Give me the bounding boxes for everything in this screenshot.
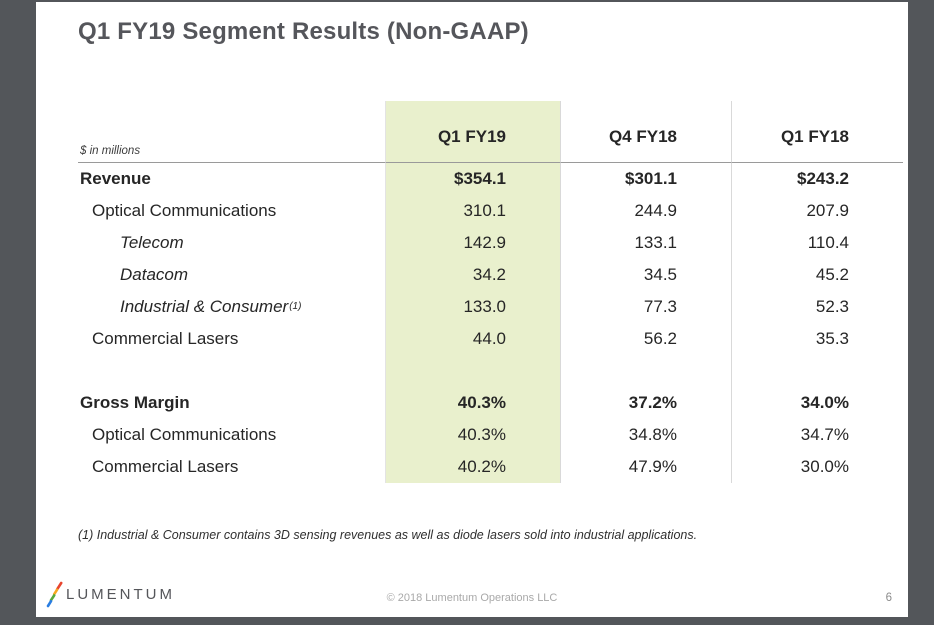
cell-value bbox=[385, 355, 560, 387]
row-label: Telecom bbox=[120, 233, 184, 252]
cell-value: 35.3 bbox=[731, 323, 903, 355]
row-label: Datacom bbox=[120, 265, 189, 284]
lumentum-logo: LUMENTUM bbox=[46, 581, 175, 608]
row-label: Industrial & Consumer (1) bbox=[120, 297, 302, 316]
cell-value: 40.2% bbox=[385, 451, 560, 483]
cell-value: 30.0% bbox=[731, 451, 903, 483]
cell-value: 142.9 bbox=[385, 227, 560, 259]
cell-value: 34.7% bbox=[731, 419, 903, 451]
slide: Q1 FY19 Segment Results (Non-GAAP) $ in … bbox=[36, 2, 908, 617]
column-header-q1fy19: Q1 FY19 bbox=[385, 101, 560, 163]
cell-value: 34.0% bbox=[731, 387, 903, 419]
lumentum-slash-icon bbox=[46, 581, 63, 608]
cell-value: 52.3 bbox=[731, 291, 903, 323]
row-label: Commercial Lasers bbox=[92, 457, 239, 476]
cell-value: 34.5 bbox=[560, 259, 731, 291]
cell-value: 77.3 bbox=[560, 291, 731, 323]
cell-value: 207.9 bbox=[731, 195, 903, 227]
cell-value: $301.1 bbox=[560, 163, 731, 195]
row-label: Optical Communications bbox=[92, 201, 277, 220]
cell-value: 40.3% bbox=[385, 387, 560, 419]
cell-value: 44.0 bbox=[385, 323, 560, 355]
column-header-q4fy18: Q4 FY18 bbox=[560, 101, 731, 163]
column-header-q1fy18: Q1 FY18 bbox=[731, 101, 903, 163]
row-label: Gross Margin bbox=[80, 393, 190, 412]
cell-value: 45.2 bbox=[731, 259, 903, 291]
cell-value bbox=[560, 355, 731, 387]
row-label: Revenue bbox=[80, 169, 151, 188]
cell-value: 40.3% bbox=[385, 419, 560, 451]
cell-value: $354.1 bbox=[385, 163, 560, 195]
cell-value: 110.4 bbox=[731, 227, 903, 259]
cell-value: 37.2% bbox=[560, 387, 731, 419]
copyright-text: © 2018 Lumentum Operations LLC bbox=[386, 592, 558, 604]
cell-value: 47.9% bbox=[560, 451, 731, 483]
page-number: 6 bbox=[885, 592, 892, 604]
units-label: $ in millions bbox=[80, 145, 141, 157]
cell-value: $243.2 bbox=[731, 163, 903, 195]
cell-value: 133.0 bbox=[385, 291, 560, 323]
cell-value: 34.2 bbox=[385, 259, 560, 291]
cell-value bbox=[731, 355, 903, 387]
cell-value: 133.1 bbox=[560, 227, 731, 259]
units-label-cell: $ in millions bbox=[78, 101, 385, 163]
logo-wordmark: LUMENTUM bbox=[66, 586, 175, 603]
results-table: $ in millions Q1 FY19 Q4 FY18 Q1 FY18 Re… bbox=[78, 101, 903, 483]
row-label: Commercial Lasers bbox=[92, 329, 239, 348]
footnote: (1) Industrial & Consumer contains 3D se… bbox=[78, 528, 698, 542]
cell-value: 310.1 bbox=[385, 195, 560, 227]
row-label bbox=[78, 355, 385, 387]
cell-value: 244.9 bbox=[560, 195, 731, 227]
row-label: Optical Communications bbox=[92, 425, 277, 444]
slide-title: Q1 FY19 Segment Results (Non-GAAP) bbox=[78, 18, 529, 45]
cell-value: 34.8% bbox=[560, 419, 731, 451]
cell-value: 56.2 bbox=[560, 323, 731, 355]
